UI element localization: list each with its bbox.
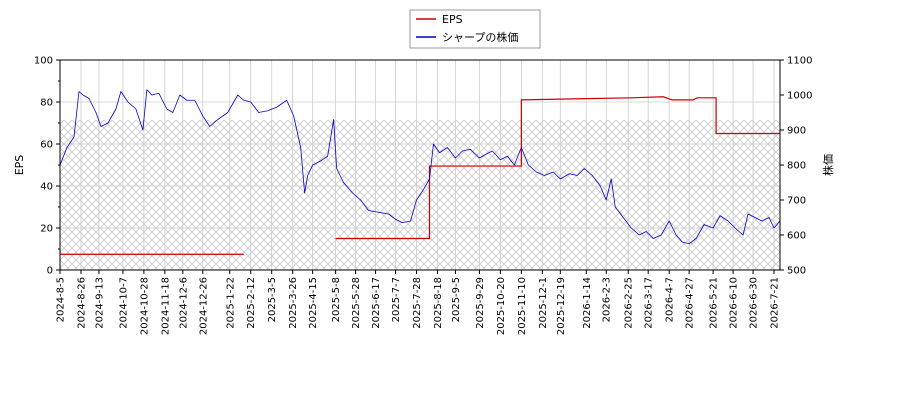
x-tick-label: 2026-2-3	[602, 277, 613, 322]
x-tick-label: 2026-6-10	[729, 277, 740, 329]
legend-box	[409, 9, 541, 49]
x-tick-label: 2026-3-17	[644, 277, 655, 329]
x-tick-label: 2024-8-26	[76, 277, 87, 329]
x-tick-label: 2025-3-26	[288, 277, 299, 329]
x-tick-label: 2025-11-10	[517, 277, 528, 335]
x-tick-label: 2025-12-19	[556, 277, 567, 335]
x-tick-label: 2025-10-20	[496, 277, 507, 335]
right-tick-label: 600	[787, 231, 806, 242]
x-tick-label: 2024-10-28	[139, 277, 150, 335]
x-tick-label: 2025-12-1	[538, 277, 549, 329]
x-axis: 2024-8-5 2024-8-26 2024-9-13 2024-10-7 2024-…	[56, 270, 781, 335]
left-tick-label: 60	[40, 140, 53, 151]
x-tick-label: 2024-12-26	[198, 277, 209, 335]
x-tick-label: 2026-5-21	[709, 277, 720, 329]
x-tick-label: 2026-1-14	[582, 277, 593, 329]
series-layer	[60, 89, 780, 255]
x-tick-label: 2025-2-12	[246, 277, 257, 329]
x-tick-label: 2024-12-6	[178, 277, 189, 329]
x-tick-label: 2026-6-30	[749, 277, 760, 329]
legend-label-eps: EPS	[442, 13, 463, 26]
x-tick-label: 2025-7-7	[391, 277, 402, 322]
x-tick-label: 2025-4-15	[308, 277, 319, 329]
legend: EPS シャープの株価	[409, 9, 541, 49]
left-tick-label: 20	[40, 224, 53, 235]
x-tick-label: 2025-9-5	[451, 277, 462, 322]
x-tick-label: 2026-4-27	[685, 277, 696, 329]
left-tick-label: 80	[40, 98, 53, 109]
right-tick-label: 1100	[787, 56, 812, 67]
x-tick-label: 2024-8-5	[56, 277, 67, 322]
x-tick-label: 2025-9-29	[475, 277, 486, 329]
legend-label-price: シャープの株価	[442, 30, 518, 44]
right-tick-label: 800	[787, 161, 806, 172]
left-tick-label: 100	[34, 56, 53, 67]
left-tick-label: 0	[47, 266, 53, 277]
x-tick-label: 2026-4-7	[665, 277, 676, 322]
x-tick-label: 2025-6-17	[371, 277, 382, 329]
right-tick-label: 1000	[787, 91, 812, 102]
x-tick-label: 2025-5-28	[351, 277, 362, 329]
x-tick-label: 2025-5-8	[331, 277, 342, 322]
price-line	[60, 89, 780, 245]
right-tick-label: 900	[787, 126, 806, 137]
x-tick-label: 2024-10-7	[118, 277, 129, 329]
x-tick-label: 2026-7-21	[770, 277, 781, 329]
right-tick-label: 700	[787, 196, 806, 207]
x-tick-label: 2025-8-18	[433, 277, 444, 329]
right-axis-title: 株価	[821, 154, 835, 176]
left-axis-title: EPS	[13, 155, 26, 176]
right-axis: 500 600 700 800 900 1000 1100	[780, 56, 812, 277]
x-tick-label: 2025-1-22	[225, 277, 236, 329]
x-tick-label: 2026-2-25	[624, 277, 635, 329]
x-tick-label: 2025-3-5	[267, 277, 278, 322]
x-tick-label: 2025-7-28	[412, 277, 423, 329]
left-tick-label: 40	[40, 182, 53, 193]
eps-line-segment	[335, 96, 780, 240]
right-tick-label: 500	[787, 266, 806, 277]
x-tick-label: 2024-11-18	[160, 277, 171, 335]
x-tick-label: 2024-9-13	[94, 277, 105, 329]
left-axis: 0 20 40 60 80 100	[34, 56, 60, 277]
